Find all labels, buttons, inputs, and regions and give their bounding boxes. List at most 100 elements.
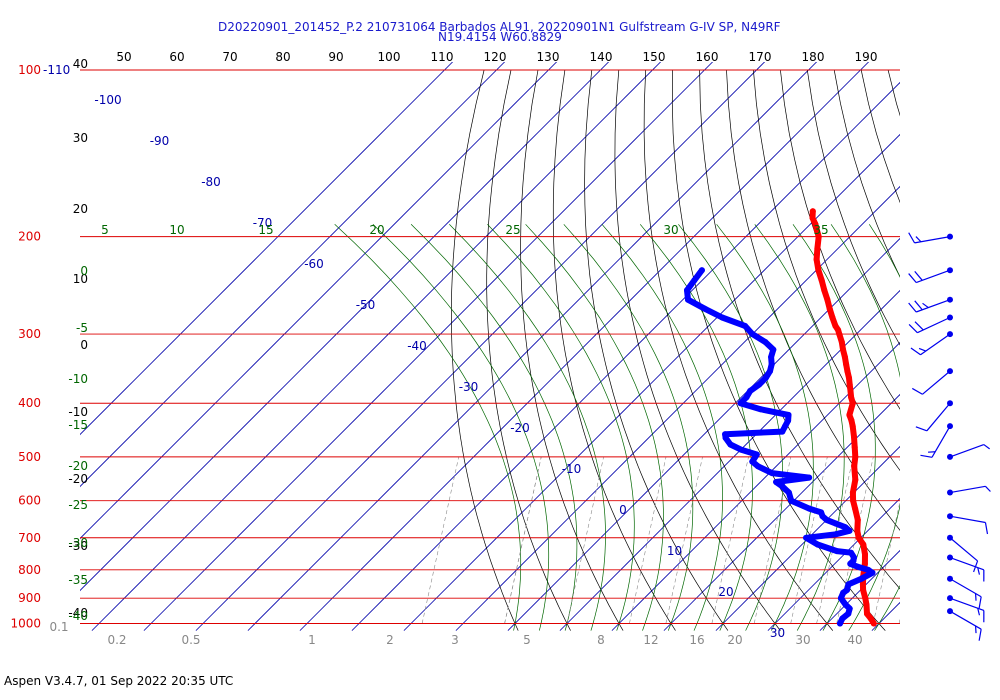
dry-adiabat-line — [643, 69, 834, 631]
dewpoint-point — [779, 428, 786, 435]
isotherm-line — [80, 62, 610, 592]
isotherm-line — [507, 237, 900, 631]
dewpoint-point — [691, 277, 698, 284]
temperature-point — [860, 587, 867, 593]
wind-barb-staff — [949, 515, 986, 524]
wind-barb-feather — [977, 608, 981, 616]
dry-adiabat-line — [614, 69, 781, 631]
dewpoint-point — [803, 534, 810, 541]
wind-barb-column — [908, 232, 991, 641]
top-axis-tick-label: 90 — [328, 50, 343, 64]
mixing-ratio-line — [872, 500, 900, 624]
isotherm-tick-label: -80 — [201, 175, 221, 189]
isotherm-line — [767, 497, 900, 631]
wind-barb-feather — [983, 444, 990, 450]
dewpoint-point — [770, 346, 777, 353]
dewpoint-point — [785, 489, 792, 496]
dewpoint-point — [757, 406, 764, 413]
wind-barb-feather — [914, 270, 923, 281]
temperature-point — [812, 221, 819, 228]
wind-barb-feather — [918, 347, 927, 352]
wind-barb-feather — [978, 629, 982, 641]
height-tick-label: -10 — [68, 405, 88, 419]
height-tick-label: 0 — [80, 338, 88, 352]
dewpoint-point — [684, 287, 690, 294]
temperature-point — [847, 387, 854, 394]
isotherm-tick-label: -100 — [94, 93, 121, 107]
top-axis-tick-label: 180 — [802, 50, 825, 64]
dewpoint-point — [743, 394, 750, 401]
mixing-ratio-line — [898, 617, 900, 624]
top-axis-tick-label: 140 — [590, 50, 613, 64]
moist-adiabat-label: 15 — [258, 223, 273, 237]
top-axis-tick-label: 80 — [275, 50, 290, 64]
wind-barb-feather — [915, 236, 922, 243]
wind-barb-feather — [914, 300, 923, 311]
temperature-point — [862, 551, 868, 558]
dewpoint-point — [837, 595, 844, 602]
isotherm-line — [976, 58, 1000, 631]
moist-adiabat-left-label: -5 — [76, 321, 88, 335]
isotherm-tick-label: 20 — [718, 585, 733, 599]
isotherm-line — [80, 62, 506, 488]
isotherm-line — [143, 62, 714, 631]
dewpoint-point — [722, 431, 729, 438]
moist-adiabat-line — [601, 224, 723, 631]
dewpoint-point — [742, 322, 748, 329]
dewpoint-point — [818, 509, 825, 516]
isotherm-line — [611, 341, 900, 631]
moist-adiabat-line — [830, 224, 900, 631]
height-tick-label: 10 — [73, 272, 88, 286]
wind-barb-feather — [914, 321, 924, 331]
dry-adiabat-line — [942, 70, 1000, 631]
dewpoint-point — [846, 527, 853, 534]
pressure-tick-label: 100 — [18, 63, 41, 77]
wind-barb-feather — [985, 485, 991, 492]
moist-adiabat-left-label: -35 — [68, 573, 88, 587]
moist-adiabat-line — [926, 224, 1000, 630]
temperature-point — [814, 245, 821, 252]
moist-adiabat-line — [334, 224, 522, 631]
moist-adiabat-line — [372, 224, 550, 631]
dry-adiabat-line — [520, 69, 624, 631]
mixing-ratio-label: 0.2 — [107, 633, 126, 647]
mixing-ratio-label: 2 — [386, 633, 394, 647]
temperature-point — [824, 296, 831, 303]
pressure-tick-label: 200 — [18, 230, 41, 244]
moist-adiabat-line — [900, 224, 970, 630]
temperature-point — [849, 489, 856, 496]
isotherm-line — [403, 133, 900, 631]
temperature-point — [809, 208, 816, 215]
mixing-ratio-label: 16 — [689, 633, 704, 647]
footer-version: Aspen V3.4.7, 01 Sep 2022 20:35 UTC — [4, 674, 234, 688]
isotherm-tick-label: -10 — [562, 462, 582, 476]
isobar-layer — [80, 69, 900, 624]
dewpoint-point — [837, 620, 843, 627]
dry-adiabat-line — [806, 69, 900, 346]
temperature-point — [809, 214, 816, 221]
moist-adiabat-label: 25 — [505, 223, 520, 237]
dewpoint-point — [737, 400, 744, 407]
isotherm-line — [299, 62, 870, 631]
mixing-ratio-line — [816, 456, 854, 624]
mixing-ratio-line — [421, 456, 460, 624]
moist-adiabat-left-label: 0 — [80, 264, 88, 278]
moist-adiabat-label: 20 — [369, 223, 384, 237]
moist-adiabat-line — [410, 224, 578, 631]
dewpoint-point — [779, 483, 786, 490]
moist-adiabat-label: 35 — [813, 223, 828, 237]
mixing-ratio-label: 5 — [523, 633, 531, 647]
wind-barb-feather — [920, 454, 933, 458]
wind-barb-feather — [910, 347, 921, 356]
dewpoint-point — [755, 463, 761, 470]
isotherm-tick-label: 10 — [667, 544, 682, 558]
isotherm-line — [80, 62, 558, 540]
dewpoint-point — [832, 531, 839, 538]
wind-barb-staff — [949, 578, 982, 598]
wind-barb-staff — [949, 444, 985, 458]
wind-barb-staff — [949, 556, 985, 571]
wind-barb-feather — [922, 302, 929, 309]
moist-adiabat-line — [563, 224, 694, 631]
isotherm-tick-label: -60 — [304, 257, 324, 271]
